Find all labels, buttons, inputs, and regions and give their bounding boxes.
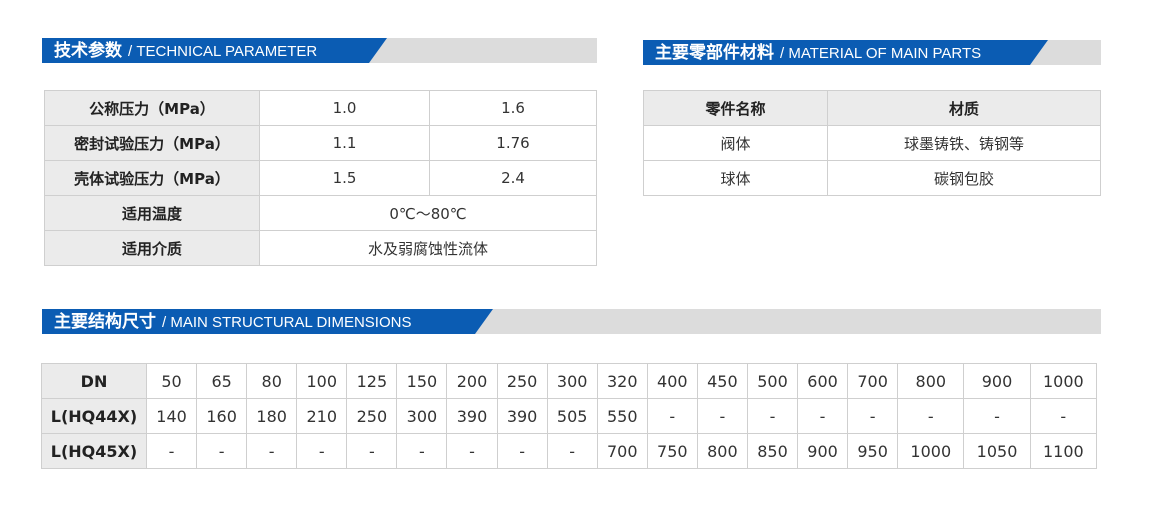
value-cell: 1000 bbox=[897, 433, 965, 469]
value-cell: 80 bbox=[246, 363, 298, 399]
value-cell: 水及弱腐蚀性流体 bbox=[259, 230, 597, 266]
value-cell: 210 bbox=[296, 398, 348, 434]
value-cell: 390 bbox=[496, 398, 548, 434]
value-cell: - bbox=[1029, 398, 1098, 434]
table-row: 密封试验压力（MPa） 1.1 1.76 bbox=[44, 125, 597, 161]
value-cell: 320 bbox=[596, 363, 648, 399]
table-row: DN 50 65 80 100 125 150 200 250 300 320 400 450 500 60… bbox=[41, 363, 1098, 399]
value-cell: 300 bbox=[546, 363, 598, 399]
value-cell: 180 bbox=[246, 398, 298, 434]
table-row: 适用介质 水及弱腐蚀性流体 bbox=[44, 230, 597, 266]
value-cell: - bbox=[346, 433, 398, 469]
value-cell: 900 bbox=[797, 433, 849, 469]
value-cell: 125 bbox=[346, 363, 398, 399]
value-cell: 950 bbox=[847, 433, 899, 469]
value-cell: 850 bbox=[746, 433, 799, 469]
value-cell: 1.0 bbox=[259, 90, 430, 126]
header-row: 零件名称 材质 bbox=[643, 90, 1101, 126]
value-cell: 球体 bbox=[643, 160, 828, 196]
material-title-cn: 主要零部件材料 bbox=[655, 43, 774, 63]
value-cell: 800 bbox=[897, 363, 965, 399]
table-row: L(HQ45X) - - - - - - - - -700 750 800 850 900 950 1000 1… bbox=[41, 433, 1098, 469]
value-cell: 200 bbox=[446, 363, 498, 399]
value-cell: 1.76 bbox=[429, 125, 597, 161]
dims-title-cn: 主要结构尺寸 bbox=[54, 312, 156, 332]
value-cell: 1100 bbox=[1029, 433, 1098, 469]
value-cell: - bbox=[797, 398, 849, 434]
value-cell: 500 bbox=[746, 363, 799, 399]
table-row: L(HQ44X) 140 160 180 210 250 300 390 390 505 550- -… bbox=[41, 398, 1098, 434]
value-cell: - bbox=[847, 398, 899, 434]
value-cell: - bbox=[446, 433, 498, 469]
value-cell: 1.5 bbox=[259, 160, 430, 196]
table-row: 阀体 球墨铸铁、铸钢等 bbox=[643, 125, 1101, 161]
row-label: DN bbox=[41, 363, 147, 399]
value-cell: - bbox=[145, 433, 198, 469]
value-cell: 700 bbox=[847, 363, 899, 399]
value-cell: - bbox=[696, 398, 748, 434]
column-header: 零件名称 bbox=[643, 90, 828, 126]
material-title-en: / MATERIAL OF MAIN PARTS bbox=[780, 45, 982, 62]
tech-table: 公称压力（MPa） 1.0 1.6 密封试验压力（MPa） 1.1 1.76 壳体试验压力（… bbox=[44, 90, 597, 266]
value-cell: 160 bbox=[196, 398, 248, 434]
value-cell: 390 bbox=[446, 398, 498, 434]
row-label: L(HQ45X) bbox=[41, 433, 147, 469]
table-row: 公称压力（MPa） 1.0 1.6 bbox=[44, 90, 597, 126]
value-cell: 1050 bbox=[963, 433, 1031, 469]
dims-table: DN 50 65 80 100 125 150 200 250 300 320 400 450 500 60… bbox=[41, 363, 1098, 469]
row-label: 密封试验压力（MPa） bbox=[44, 125, 260, 161]
value-cell: - bbox=[396, 433, 448, 469]
value-cell: 600 bbox=[797, 363, 849, 399]
value-cell: 0℃～80℃ bbox=[259, 195, 597, 231]
value-cell: 900 bbox=[963, 363, 1031, 399]
value-cell: 750 bbox=[646, 433, 698, 469]
row-label: 公称压力（MPa） bbox=[44, 90, 260, 126]
value-cell: 1.6 bbox=[429, 90, 597, 126]
row-label: L(HQ44X) bbox=[41, 398, 147, 434]
value-cell: 800 bbox=[696, 433, 748, 469]
value-cell: 65 bbox=[196, 363, 248, 399]
value-cell: 505 bbox=[546, 398, 598, 434]
value-cell: 100 bbox=[296, 363, 348, 399]
value-cell: 150 bbox=[396, 363, 448, 399]
value-cell: - bbox=[246, 433, 298, 469]
dims-section-header: 主要结构尺寸 / MAIN STRUCTURAL DIMENSIONS bbox=[42, 309, 1101, 334]
material-table: 零件名称 材质 阀体 球墨铸铁、铸钢等 球体 碳钢包胶 bbox=[643, 90, 1101, 196]
value-cell: 450 bbox=[696, 363, 748, 399]
value-cell: 2.4 bbox=[429, 160, 597, 196]
value-cell: 250 bbox=[496, 363, 548, 399]
value-cell: - bbox=[496, 433, 548, 469]
value-cell: 140 bbox=[145, 398, 198, 434]
value-cell: 阀体 bbox=[643, 125, 828, 161]
value-cell: 300 bbox=[396, 398, 448, 434]
value-cell: - bbox=[196, 433, 248, 469]
value-cell: - bbox=[546, 433, 598, 469]
value-cell: 球墨铸铁、铸钢等 bbox=[827, 125, 1101, 161]
value-cell: 400 bbox=[646, 363, 698, 399]
tech-title-cn: 技术参数 bbox=[54, 41, 122, 61]
value-cell: 1000 bbox=[1029, 363, 1098, 399]
tech-section-header: 技术参数 / TECHNICAL PARAMETER bbox=[42, 38, 597, 63]
material-section-header: 主要零部件材料 / MATERIAL OF MAIN PARTS bbox=[643, 40, 1101, 65]
table-row: 壳体试验压力（MPa） 1.5 2.4 bbox=[44, 160, 597, 196]
value-cell: 550 bbox=[596, 398, 648, 434]
value-cell: - bbox=[746, 398, 799, 434]
row-label: 适用温度 bbox=[44, 195, 260, 231]
value-cell: 碳钢包胶 bbox=[827, 160, 1101, 196]
table-row: 适用温度 0℃～80℃ bbox=[44, 195, 597, 231]
value-cell: 1.1 bbox=[259, 125, 430, 161]
dims-title-en: / MAIN STRUCTURAL DIMENSIONS bbox=[162, 314, 412, 331]
value-cell: - bbox=[296, 433, 348, 469]
value-cell: - bbox=[963, 398, 1031, 434]
value-cell: 700 bbox=[596, 433, 648, 469]
value-cell: - bbox=[897, 398, 965, 434]
row-label: 壳体试验压力（MPa） bbox=[44, 160, 260, 196]
value-cell: 50 bbox=[145, 363, 198, 399]
table-row: 球体 碳钢包胶 bbox=[643, 160, 1101, 196]
value-cell: - bbox=[646, 398, 698, 434]
tech-title-en: / TECHNICAL PARAMETER bbox=[128, 43, 318, 60]
row-label: 适用介质 bbox=[44, 230, 260, 266]
column-header: 材质 bbox=[827, 90, 1101, 126]
value-cell: 250 bbox=[346, 398, 398, 434]
